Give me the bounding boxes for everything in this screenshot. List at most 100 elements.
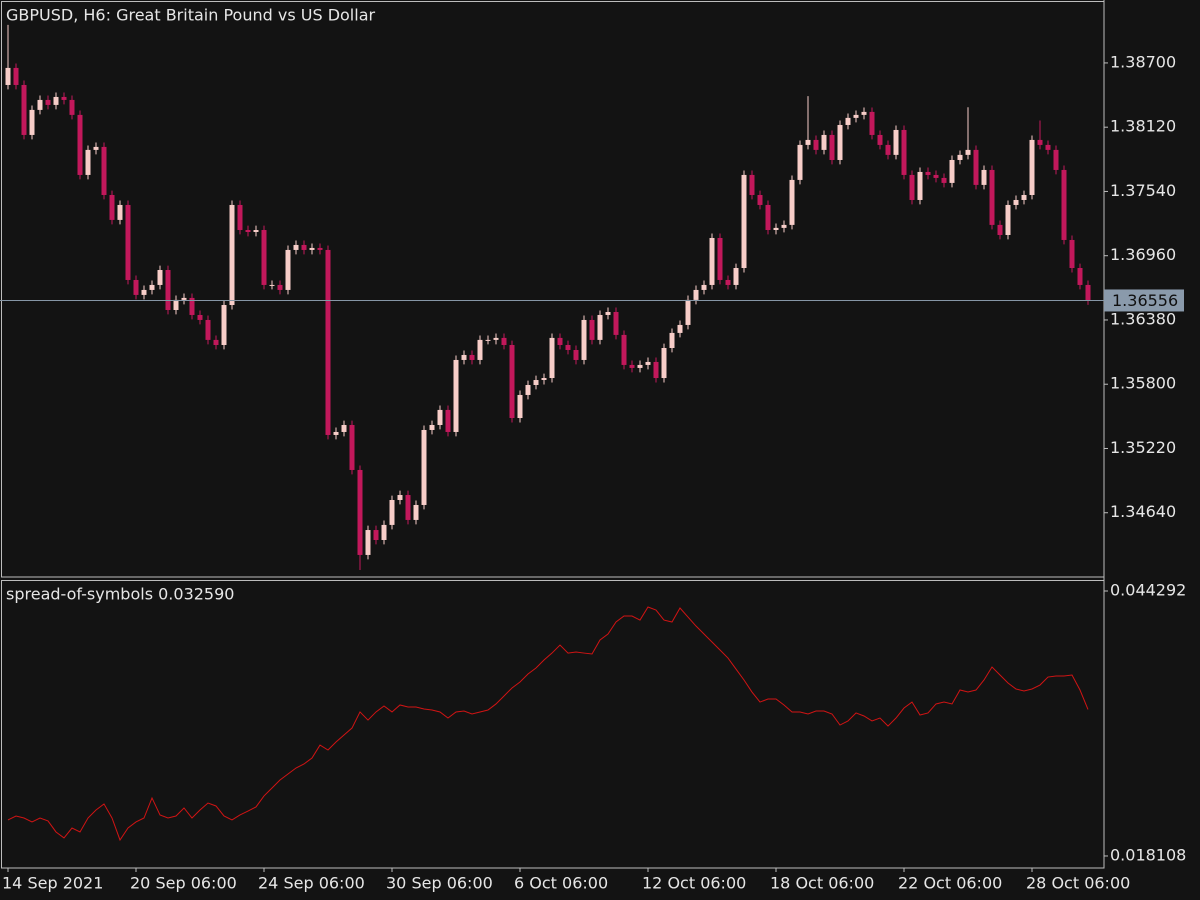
- candle-body: [285, 249, 291, 290]
- candle-body: [565, 345, 571, 350]
- candle-body: [293, 244, 299, 250]
- candle-body: [837, 124, 843, 160]
- candle-body: [701, 284, 707, 290]
- candle-body: [189, 297, 195, 315]
- candle-body: [301, 244, 307, 250]
- candle-body: [237, 204, 243, 231]
- candle-body: [53, 96, 59, 105]
- candle-body: [133, 279, 139, 295]
- candle-body: [813, 139, 819, 150]
- candle-body: [885, 144, 891, 155]
- candle-body: [845, 117, 851, 125]
- candle-body: [229, 204, 235, 306]
- candle-body: [29, 109, 35, 135]
- candle-body: [685, 299, 691, 325]
- candle-body: [693, 289, 699, 300]
- current-price-label: 1.36556: [1112, 291, 1178, 310]
- candle-body: [445, 409, 451, 432]
- x-tick-label: 30 Sep 06:00: [386, 874, 493, 893]
- candle-body: [381, 524, 387, 540]
- candle-body: [45, 99, 51, 105]
- candle-body: [5, 67, 11, 85]
- candle-body: [637, 364, 643, 368]
- candle-body: [549, 337, 555, 379]
- candle-body: [437, 409, 443, 425]
- candle-body: [877, 134, 883, 145]
- candle-body: [533, 380, 539, 386]
- candle-body: [245, 230, 251, 232]
- y-tick-label: 1.35220: [1110, 438, 1176, 457]
- candle-body: [901, 129, 907, 175]
- candle-body: [205, 319, 211, 340]
- candle-body: [621, 334, 627, 365]
- candle-body: [709, 237, 715, 285]
- indicator-line: [7, 606, 1089, 842]
- candle-body: [941, 177, 947, 183]
- candle-body: [493, 337, 499, 340]
- candle-body: [653, 361, 659, 379]
- candle-body: [333, 431, 339, 435]
- candle-body: [973, 149, 979, 185]
- candle-body: [1069, 239, 1075, 269]
- candle-body: [757, 194, 763, 205]
- candle-body: [21, 84, 27, 135]
- candle-body: [165, 270, 171, 310]
- candle-body: [981, 169, 987, 185]
- candle-body: [893, 129, 899, 155]
- candle-body: [997, 224, 1003, 235]
- x-tick-label: 14 Sep 2021: [2, 874, 103, 893]
- candle-body: [765, 204, 771, 231]
- candle-body: [909, 174, 915, 200]
- y-tick-label: 0.044292: [1110, 581, 1186, 600]
- candle-body: [277, 284, 283, 290]
- candle-body: [77, 114, 83, 175]
- candle-body: [325, 249, 331, 435]
- candle-body: [197, 314, 203, 320]
- x-tick-label: 28 Oct 06:00: [1026, 874, 1130, 893]
- candle-body: [109, 194, 115, 220]
- candle-body: [141, 289, 147, 295]
- y-tick-label: 1.34640: [1110, 502, 1176, 521]
- candle-body: [357, 469, 363, 555]
- candle-body: [869, 111, 875, 135]
- candle-body: [117, 204, 123, 220]
- marks: [5, 24, 1091, 842]
- candle-body: [749, 174, 755, 195]
- candle-body: [805, 139, 811, 145]
- candle-body: [469, 354, 475, 360]
- candle-body: [501, 337, 507, 346]
- candle-body: [773, 227, 779, 231]
- candle-body: [741, 174, 747, 269]
- chart-title: GBPUSD, H6: Great Britain Pound vs US Do…: [6, 6, 375, 25]
- y-tick-label: 0.018108: [1110, 845, 1186, 864]
- x-tick-label: 18 Oct 06:00: [770, 874, 874, 893]
- candle-body: [173, 299, 179, 310]
- candle-body: [461, 354, 467, 360]
- candle-body: [149, 284, 155, 290]
- candle-body: [1045, 144, 1051, 150]
- candle-body: [1085, 284, 1091, 301]
- candle-body: [517, 394, 523, 419]
- candle-body: [341, 424, 347, 432]
- candle-body: [965, 149, 971, 155]
- candle-body: [421, 429, 427, 505]
- y-tick-label: 1.36380: [1110, 309, 1176, 328]
- candle-body: [413, 504, 419, 520]
- candle-body: [781, 224, 787, 228]
- candle-body: [589, 319, 595, 340]
- candle-body: [373, 530, 379, 540]
- candle-body: [405, 495, 411, 520]
- candle-body: [453, 359, 459, 432]
- y-tick-label: 1.37540: [1110, 181, 1176, 200]
- candle-body: [181, 297, 187, 300]
- candle-body: [397, 495, 403, 501]
- candle-body: [581, 319, 587, 360]
- candle-body: [477, 339, 483, 360]
- candle-body: [853, 114, 859, 118]
- candle-body: [629, 364, 635, 368]
- candle-body: [85, 149, 91, 175]
- x-tick-label: 22 Oct 06:00: [898, 874, 1002, 893]
- candle-body: [789, 179, 795, 225]
- candle-body: [949, 159, 955, 183]
- candle-body: [677, 324, 683, 333]
